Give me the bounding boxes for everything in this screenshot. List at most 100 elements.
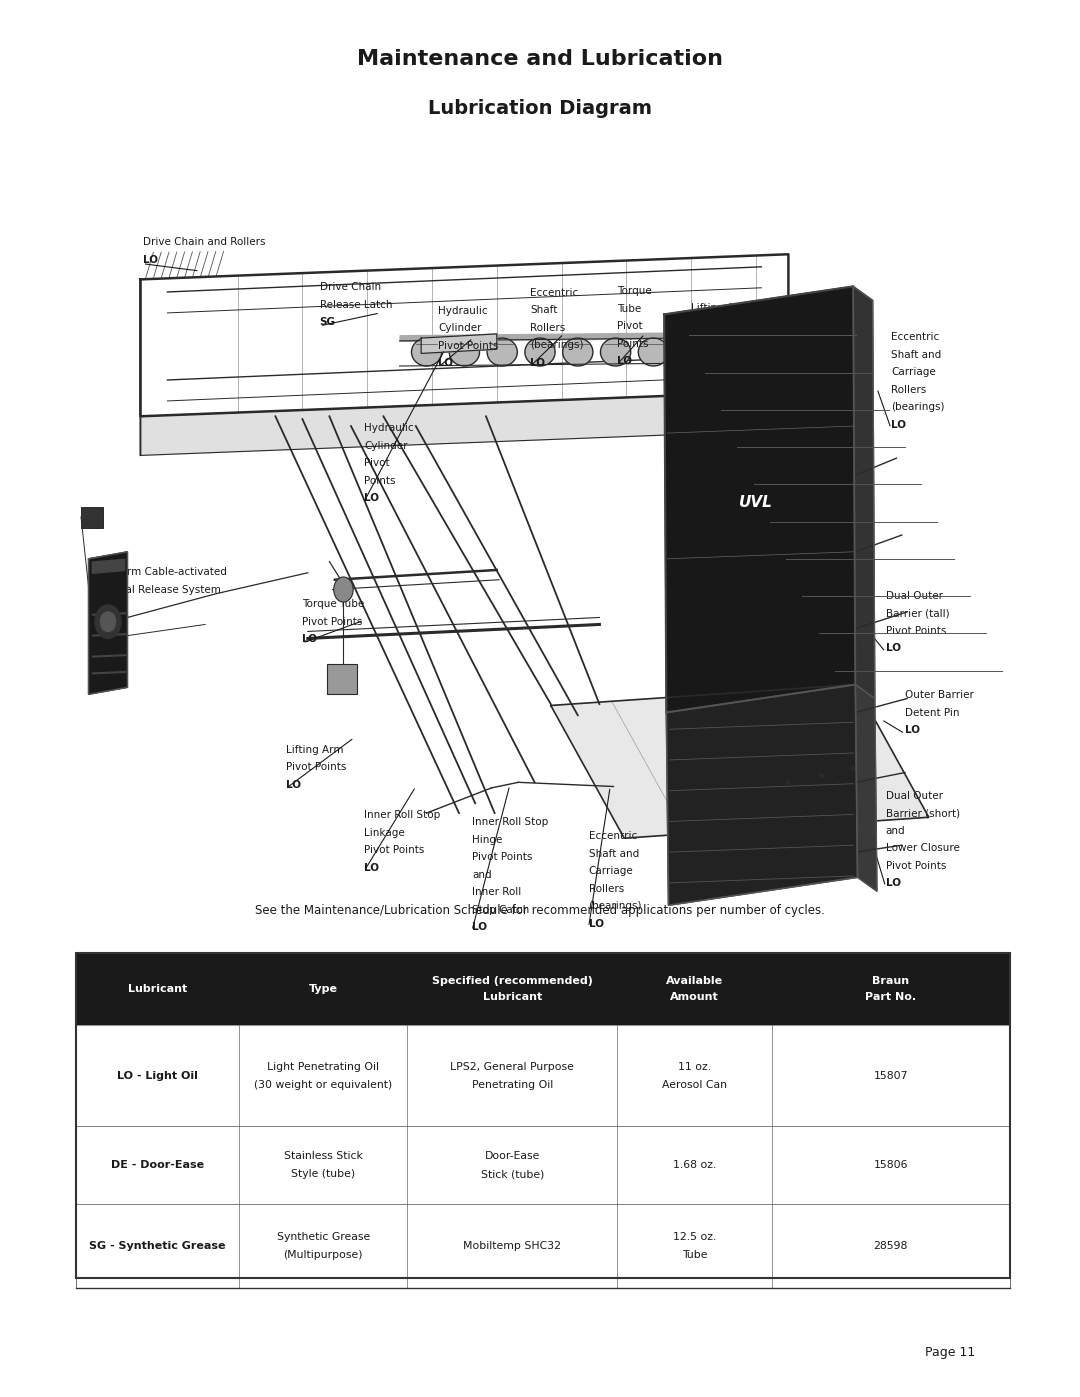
- Text: Pivot Points: Pivot Points: [302, 617, 363, 627]
- Text: DE: DE: [792, 372, 808, 381]
- Ellipse shape: [487, 338, 517, 366]
- Text: UVL: UVL: [739, 496, 773, 510]
- Polygon shape: [853, 286, 875, 698]
- Text: Cylinder: Cylinder: [438, 323, 482, 334]
- Text: 1.68 oz.: 1.68 oz.: [673, 1160, 716, 1171]
- Ellipse shape: [638, 338, 669, 366]
- Text: Platform Cable-activated: Platform Cable-activated: [97, 567, 227, 577]
- Text: Page 11: Page 11: [926, 1345, 975, 1359]
- Text: Synthetic Grease: Synthetic Grease: [276, 1232, 369, 1242]
- Text: Tube: Tube: [681, 1250, 707, 1260]
- Polygon shape: [664, 286, 855, 712]
- Text: Lubricant: Lubricant: [127, 983, 187, 995]
- Text: Inner Roll: Inner Roll: [472, 887, 522, 897]
- Bar: [76, 1204, 1010, 1288]
- Text: Points: Points: [617, 338, 648, 349]
- Text: Hydraulic: Hydraulic: [438, 306, 488, 316]
- Text: Torque Tube: Torque Tube: [302, 599, 365, 609]
- Text: Part No.: Part No.: [865, 992, 916, 1003]
- Text: DE - Door-Ease: DE - Door-Ease: [111, 1160, 204, 1171]
- Text: Stop Catch: Stop Catch: [472, 905, 529, 915]
- Text: 15807: 15807: [874, 1070, 908, 1081]
- Text: Hydraulic: Hydraulic: [364, 423, 414, 433]
- Polygon shape: [89, 552, 127, 694]
- Ellipse shape: [525, 338, 555, 366]
- Polygon shape: [551, 685, 929, 838]
- Text: LO: LO: [589, 919, 604, 929]
- Text: Eccentric: Eccentric: [891, 332, 940, 342]
- Text: 15806: 15806: [874, 1160, 908, 1171]
- Text: LO: LO: [617, 356, 632, 366]
- Text: Pivot Points: Pivot Points: [286, 763, 347, 773]
- Text: LO: LO: [472, 922, 487, 932]
- Text: Drive Chain and Rollers: Drive Chain and Rollers: [143, 237, 265, 247]
- Text: and: and: [886, 826, 905, 835]
- Text: Specified (recommended): Specified (recommended): [432, 975, 593, 986]
- Text: Penetrating Oil: Penetrating Oil: [472, 1080, 553, 1090]
- Text: Horizontal: Horizontal: [792, 319, 846, 330]
- Text: LO: LO: [691, 338, 706, 348]
- Text: Points: Points: [364, 475, 395, 486]
- Text: LO: LO: [891, 419, 906, 430]
- Text: Carriage: Carriage: [891, 367, 935, 377]
- Polygon shape: [855, 685, 877, 891]
- Text: Linkage: Linkage: [364, 827, 405, 838]
- Text: Pivot: Pivot: [617, 321, 643, 331]
- Text: (Multipurpose): (Multipurpose): [283, 1250, 363, 1260]
- Text: Shaft and: Shaft and: [589, 849, 639, 859]
- Text: LPS2, General Purpose: LPS2, General Purpose: [450, 1062, 575, 1071]
- Text: Lifting Arm: Lifting Arm: [286, 745, 343, 754]
- Text: 12.5 oz.: 12.5 oz.: [673, 1232, 716, 1242]
- Ellipse shape: [563, 338, 593, 366]
- Text: Release Latch: Release Latch: [320, 299, 392, 310]
- Text: SG: SG: [320, 317, 336, 327]
- Text: and: and: [472, 869, 491, 880]
- Bar: [76, 953, 1010, 1278]
- Text: Cylinder: Cylinder: [364, 441, 407, 451]
- Text: LO: LO: [286, 780, 301, 789]
- Text: Braun: Braun: [873, 975, 909, 986]
- Text: LO: LO: [364, 863, 379, 873]
- Text: Carriage: Carriage: [589, 866, 633, 876]
- Bar: [327, 664, 357, 694]
- Text: LO - Light Oil: LO - Light Oil: [117, 1070, 198, 1081]
- Bar: [81, 507, 103, 528]
- Text: LO: LO: [886, 643, 901, 654]
- Text: Torque: Torque: [617, 286, 651, 296]
- Text: Hinge: Hinge: [472, 835, 502, 845]
- Text: Barrier (short): Barrier (short): [886, 807, 960, 819]
- Text: LO: LO: [302, 634, 318, 644]
- Text: (bearings): (bearings): [891, 402, 945, 412]
- Text: LO: LO: [530, 358, 545, 367]
- Bar: [76, 1025, 1010, 1126]
- Text: Inner Roll Stop: Inner Roll Stop: [472, 817, 549, 827]
- Text: Pivot Points: Pivot Points: [886, 626, 946, 636]
- Text: Pivot Points: Pivot Points: [438, 341, 499, 351]
- Text: Style (tube): Style (tube): [292, 1169, 355, 1179]
- Text: Mobiltemp SHC32: Mobiltemp SHC32: [463, 1241, 562, 1252]
- Text: Rollers: Rollers: [589, 884, 624, 894]
- Circle shape: [334, 577, 353, 602]
- Circle shape: [95, 605, 121, 638]
- Text: Door-Ease: Door-Ease: [485, 1151, 540, 1161]
- Text: Shaft and: Shaft and: [891, 351, 942, 360]
- Text: SG - Synthetic Grease: SG - Synthetic Grease: [89, 1241, 226, 1252]
- Text: LO: LO: [143, 256, 158, 265]
- Text: Available: Available: [666, 975, 724, 986]
- Text: (30 weight or equivalent): (30 weight or equivalent): [254, 1080, 392, 1090]
- Ellipse shape: [449, 338, 480, 366]
- Text: Shaft: Shaft: [530, 305, 557, 316]
- Bar: [76, 953, 1010, 1025]
- Text: Dual Outer: Dual Outer: [886, 591, 943, 601]
- Text: Type: Type: [309, 983, 338, 995]
- Ellipse shape: [600, 338, 631, 366]
- Text: See the Maintenance/Lubrication Schedule for recommended applications per number: See the Maintenance/Lubrication Schedule…: [255, 904, 825, 918]
- Text: Rollers: Rollers: [530, 323, 566, 332]
- Text: 11 oz.: 11 oz.: [678, 1062, 711, 1071]
- Text: Pivot Points: Pivot Points: [364, 845, 424, 855]
- Text: Lubrication Diagram: Lubrication Diagram: [428, 99, 652, 119]
- Bar: [76, 1126, 1010, 1204]
- Text: Rolling: Rolling: [792, 302, 827, 312]
- Text: Stick (tube): Stick (tube): [481, 1169, 544, 1179]
- Text: Rollers: Rollers: [891, 384, 927, 395]
